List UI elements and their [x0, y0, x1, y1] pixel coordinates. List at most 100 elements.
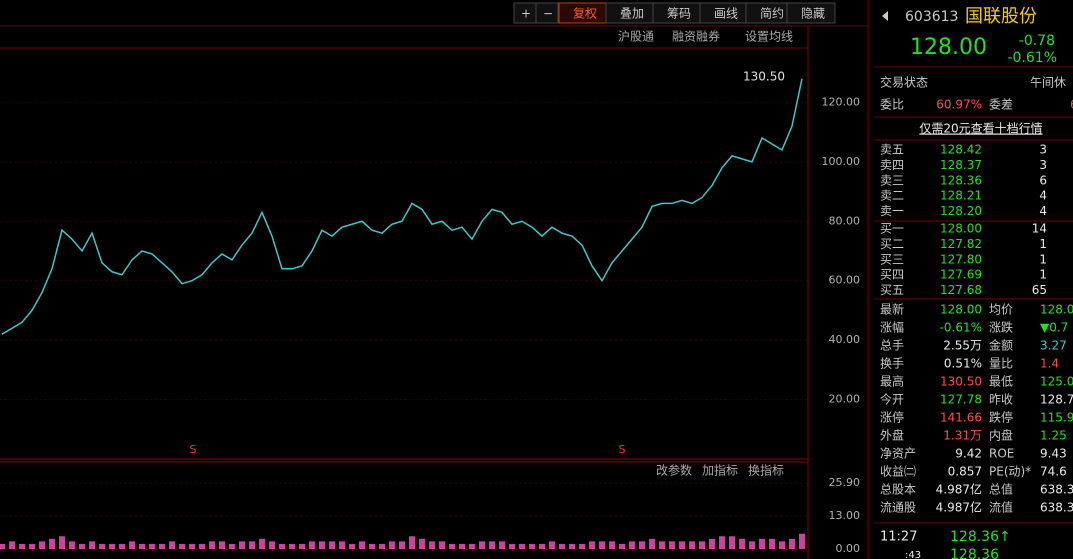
panel-button[interactable]: 改参数 — [656, 463, 692, 478]
stat-value: 115.9 — [1040, 411, 1073, 425]
volume-bar — [499, 541, 505, 549]
stat-label: 最新 — [880, 302, 904, 317]
toolbar-button[interactable] — [535, 2, 559, 24]
stat-label: 最高 — [880, 374, 904, 389]
book-volume: 1 — [1039, 237, 1047, 251]
volume-bar — [469, 543, 475, 549]
toolbar-button[interactable] — [786, 2, 836, 24]
book-label: 卖三 — [880, 173, 904, 187]
stat-value: 1.25 — [1040, 429, 1067, 443]
price-line — [1, 78, 803, 335]
volume-bar — [419, 538, 425, 549]
y-tick-label: 120.00 — [822, 95, 861, 108]
y-tick-label: 20.00 — [829, 393, 861, 406]
stat-value: 128.7 — [1040, 393, 1073, 407]
tick-price: 128.36 — [950, 547, 999, 559]
volume-bar — [349, 543, 355, 549]
toolbar-label[interactable]: + — [521, 7, 531, 21]
back-icon[interactable] — [882, 11, 888, 21]
volume-bar — [449, 543, 455, 549]
toolbar-label[interactable]: 复权 — [573, 7, 597, 21]
volume-bar — [299, 543, 305, 549]
toolbar-label[interactable]: 隐藏 — [801, 7, 825, 21]
book-price: 128.20 — [940, 204, 982, 218]
book-label: 买一 — [880, 222, 904, 236]
volume-bar — [179, 543, 185, 549]
stat-value: 125.0 — [1040, 375, 1073, 389]
volume-bar — [599, 541, 605, 549]
volume-bar — [59, 536, 65, 549]
stat-value: 141.66 — [940, 411, 982, 425]
weibi-value: 60.97% — [936, 98, 982, 112]
event-marker: S — [190, 443, 197, 456]
change: -0.78 — [1019, 33, 1055, 49]
book-price: 128.00 — [940, 222, 982, 236]
link[interactable]: 设置均线 — [745, 30, 793, 44]
toolbar-label[interactable]: 简约 — [760, 6, 784, 21]
y-tick-label: 0.00 — [836, 542, 861, 555]
volume-bar — [0, 543, 5, 549]
book-volume: 1 — [1039, 252, 1047, 266]
toolbar-label[interactable]: 筹码 — [667, 7, 691, 21]
volume-bar — [69, 541, 75, 549]
y-tick-label: 60.00 — [829, 274, 861, 287]
volume-bar — [99, 543, 105, 549]
stat-value: 127.78 — [940, 393, 982, 407]
price: 128.00 — [910, 35, 987, 60]
volume-bar — [219, 541, 225, 549]
volume-bar — [439, 541, 445, 549]
volume-bar — [29, 543, 35, 549]
stat-value: 1.31万 — [943, 429, 982, 443]
book-volume: 4 — [1039, 204, 1047, 218]
stat-value: 638.3 — [1040, 501, 1073, 515]
panel-button[interactable]: 换指标 — [748, 463, 784, 478]
volume-bar — [769, 538, 775, 549]
volume-bar — [649, 538, 655, 549]
stat-label: 外盘 — [880, 428, 904, 443]
y-tick-label: 40.00 — [829, 333, 861, 346]
link[interactable]: 融资融券 — [672, 29, 720, 44]
toolbar-label[interactable]: − — [543, 7, 553, 21]
stat-value: 2.55万 — [943, 339, 982, 353]
stat-label: PE(动)* — [989, 465, 1031, 479]
volume-bar — [39, 541, 45, 549]
volume-bar — [129, 541, 135, 549]
stat-value: 9.42 — [955, 447, 982, 461]
toolbar-label[interactable]: 画线 — [714, 7, 738, 21]
y-tick-label: 13.00 — [829, 509, 861, 522]
book-price: 128.37 — [940, 158, 982, 172]
volume-bar — [539, 543, 545, 549]
volume-bar — [529, 543, 535, 549]
promo-link[interactable]: 仅需20元查看十档行情 — [919, 122, 1042, 136]
link[interactable]: 沪股通 — [618, 30, 654, 44]
volume-bar — [709, 538, 715, 549]
stat-value: 0.51% — [944, 357, 982, 371]
volume-bar — [259, 538, 265, 549]
volume-bar — [309, 541, 315, 549]
volume-bar — [559, 543, 565, 549]
book-label: 卖二 — [880, 189, 904, 203]
stat-value: 3.27 — [1040, 339, 1067, 353]
volume-bar — [279, 543, 285, 549]
panel-button[interactable]: 加指标 — [702, 463, 738, 478]
weicha-label: 委差 — [989, 98, 1013, 112]
volume-bar — [729, 536, 735, 549]
volume-bar — [549, 541, 555, 549]
status-value: 午间休 — [1030, 76, 1066, 90]
stat-label: 昨收 — [989, 393, 1013, 407]
toolbar-label[interactable]: 叠加 — [620, 7, 644, 21]
stat-value: 74.6 — [1040, 465, 1067, 479]
volume-bar — [199, 543, 205, 549]
volume-bar — [339, 541, 345, 549]
book-price: 127.80 — [940, 252, 982, 266]
book-volume: 4 — [1039, 189, 1047, 203]
book-price: 127.69 — [940, 268, 982, 282]
volume-bar — [409, 536, 415, 549]
book-label: 买五 — [880, 283, 904, 297]
volume-bar — [49, 538, 55, 549]
stat-label: 涨跌 — [989, 320, 1013, 335]
stat-label: 内盘 — [989, 428, 1013, 443]
volume-bar — [389, 541, 395, 549]
volume-bar — [789, 538, 795, 549]
